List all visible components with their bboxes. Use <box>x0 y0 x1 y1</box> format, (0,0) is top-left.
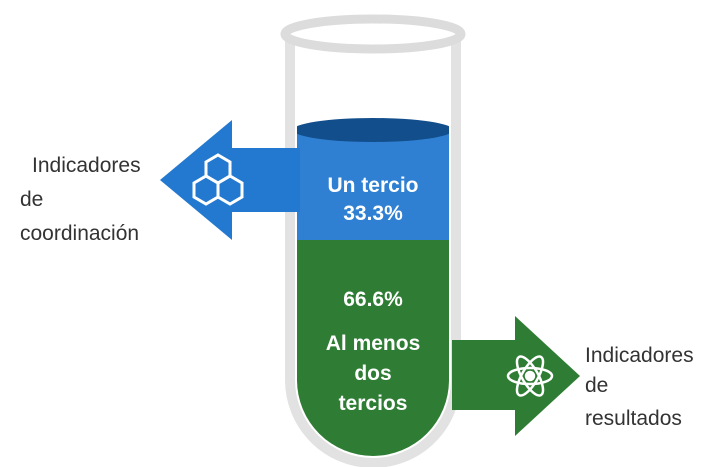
arrow-label: Indicadores <box>32 154 141 177</box>
arrow-label: de <box>20 188 43 211</box>
infographic: Un tercio 33.3% 66.6% Al menos dos terci… <box>0 0 719 467</box>
segment-label: dos <box>354 362 391 385</box>
arrow-label: coordinación <box>20 222 139 245</box>
arrow-label: de <box>585 374 608 397</box>
liquid-surface <box>293 118 453 142</box>
segment-label: tercios <box>339 392 408 415</box>
segment-value: 33.3% <box>343 202 403 225</box>
tube-rim <box>285 19 461 49</box>
segment-value: 66.6% <box>343 288 403 311</box>
segment-label: Un tercio <box>327 174 418 197</box>
segment-label: Al menos <box>326 332 421 355</box>
right-arrow <box>452 316 580 436</box>
left-arrow <box>160 120 300 240</box>
arrow-label: Indicadores <box>585 344 694 367</box>
arrow-label: resultados <box>585 407 682 430</box>
